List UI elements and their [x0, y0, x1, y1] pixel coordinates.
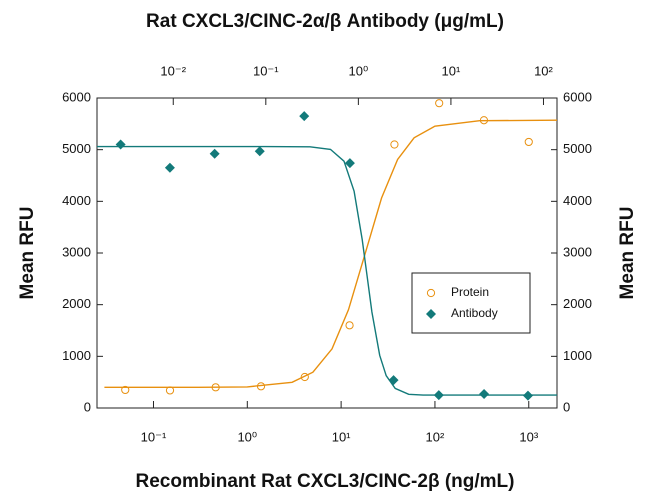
data-point — [211, 383, 220, 392]
chart-title: Rat CXCL3/CINC-2α/β Antibody (μg/mL) — [146, 11, 504, 32]
data-point — [300, 372, 309, 382]
y-tick-label: 2000 — [62, 296, 91, 311]
data-point — [299, 111, 310, 122]
y2-tick-label: 4000 — [563, 193, 592, 208]
x2-tick-label: 10¹ — [442, 63, 461, 78]
data-point — [164, 162, 175, 173]
data-point — [524, 137, 533, 147]
x-tick-label: 10⁰ — [237, 429, 257, 444]
y-tick-label: 0 — [84, 399, 91, 414]
y2-axis-label: Mean RFU — [617, 207, 638, 300]
y-tick-label: 3000 — [62, 244, 91, 259]
legend-marker — [426, 309, 436, 319]
plot-frame — [96, 97, 558, 409]
data-point — [165, 386, 175, 395]
legend-box — [411, 272, 531, 334]
data-point — [256, 382, 266, 391]
x-tick-label: 10² — [426, 429, 445, 444]
data-point — [435, 99, 444, 108]
y2-tick-label: 2000 — [563, 296, 592, 311]
data-point — [254, 146, 265, 157]
legend-marker — [426, 288, 436, 298]
x-axis-label: Recombinant Rat CXCL3/CINC-2β (ng/mL) — [136, 471, 515, 492]
y-tick-label: 4000 — [62, 193, 91, 208]
data-point — [390, 140, 399, 149]
data-point — [479, 389, 490, 400]
x-tick-label: 10³ — [519, 429, 538, 444]
x-tick-label: 10¹ — [332, 429, 351, 444]
data-point — [345, 321, 354, 330]
fit-curve — [97, 145, 557, 396]
legend-label: Antibody — [451, 306, 498, 320]
y2-tick-label: 3000 — [563, 244, 592, 259]
y2-tick-label: 0 — [563, 399, 570, 414]
y2-tick-label: 1000 — [563, 348, 592, 363]
data-point — [388, 375, 399, 386]
data-point — [344, 158, 355, 169]
y-tick-label: 1000 — [62, 348, 91, 363]
data-point — [433, 390, 444, 401]
x2-tick-label: 10⁰ — [349, 63, 369, 78]
y-axis-label: Mean RFU — [17, 207, 38, 300]
x2-tick-label: 10⁻¹ — [253, 63, 279, 78]
x2-tick-label: 10⁻² — [160, 63, 186, 78]
legend-label: Protein — [451, 285, 489, 299]
data-point — [209, 148, 220, 159]
data-point — [121, 385, 130, 395]
y2-tick-label: 6000 — [563, 89, 592, 104]
data-point — [479, 116, 489, 125]
x-tick-label: 10⁻¹ — [141, 429, 167, 444]
fit-curve — [104, 119, 558, 388]
x2-tick-label: 10² — [534, 63, 553, 78]
y-tick-label: 5000 — [62, 141, 91, 156]
data-point — [115, 139, 126, 150]
y2-tick-label: 5000 — [563, 141, 592, 156]
y-tick-label: 6000 — [62, 89, 91, 104]
data-point — [522, 390, 533, 401]
